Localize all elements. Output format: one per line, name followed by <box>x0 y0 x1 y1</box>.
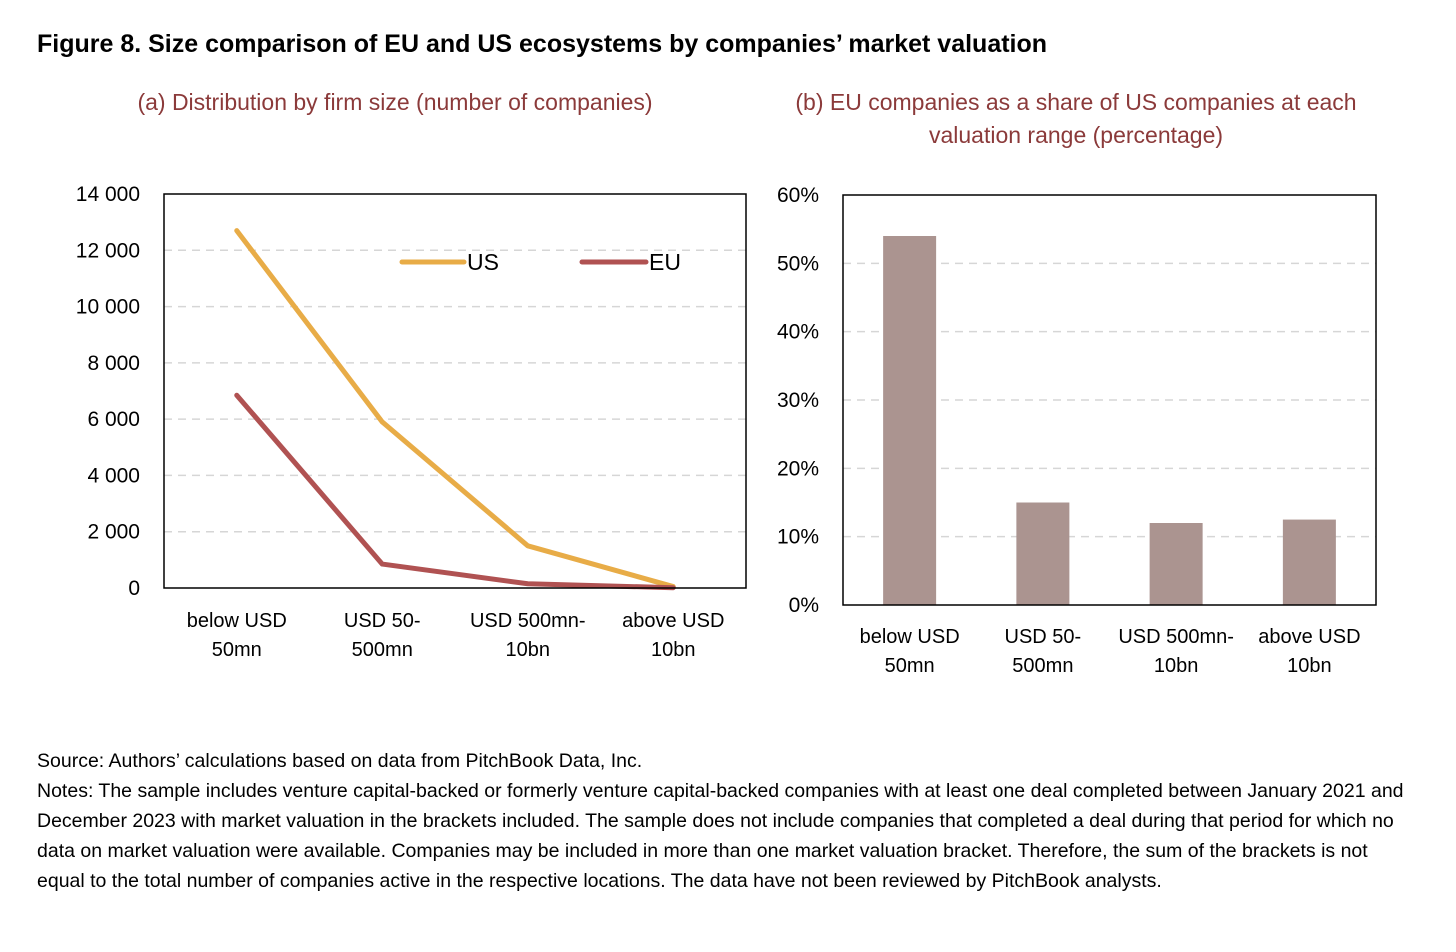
chart-b-bar <box>1016 502 1070 605</box>
chart-a-ytick-label: 2 000 <box>87 521 140 544</box>
chart-a-ytick-label: 14 000 <box>76 183 140 206</box>
chart-a-plot-frame <box>163 193 747 589</box>
chart-b-ytick-label: 10% <box>777 526 819 549</box>
chart-b-xtick-label: above USD <box>1258 626 1360 648</box>
source-note: Source: Authors’ calculations based on d… <box>37 750 643 772</box>
chart-b-xtick-label: 50mn <box>885 655 935 677</box>
chart-a-ytick-label: 6 000 <box>87 408 140 431</box>
chart-b-ytick-label: 40% <box>777 321 819 344</box>
chart-a-ytick-label: 0 <box>128 577 140 600</box>
chart-b-bar <box>1149 523 1203 605</box>
chart-a-ytick-label: 4 000 <box>87 464 140 487</box>
chart-a-xtick-label: USD 50- <box>344 610 421 632</box>
chart-a-legend-label-us: US <box>467 249 499 275</box>
chart-a-ytick-label: 12 000 <box>76 239 140 262</box>
chart-a-series-line-us <box>234 228 676 590</box>
chart-a-legend-label-eu: EU <box>649 249 681 275</box>
chart-b-ytick-label: 0% <box>789 594 819 617</box>
chart-a-xtick-label: 500mn <box>352 639 413 661</box>
chart-b-title-line-2: valuation range (percentage) <box>928 122 1224 148</box>
notes-text: Notes: The sample includes venture capit… <box>37 780 1404 892</box>
chart-b-title: (b) EU companies as a share of US compan… <box>770 86 1382 152</box>
chart-a-series-line-eu <box>234 392 676 591</box>
chart-b-xtick-label: below USD <box>860 626 960 648</box>
figure-title: Figure 8. Size comparison of EU and US e… <box>37 30 1048 58</box>
chart-b-xtick-label: 500mn <box>1012 655 1073 677</box>
chart-a-xtick-label: USD 500mn- <box>470 610 586 632</box>
chart-a-ytick-label: 10 000 <box>76 296 140 319</box>
chart-b-bar <box>883 236 937 605</box>
figure-notes: Source: Authors’ calculations based on d… <box>37 746 1412 896</box>
chart-b-ytick-label: 20% <box>777 457 819 480</box>
chart-b-plot-frame <box>842 194 1377 606</box>
chart-b-ytick-label: 50% <box>777 252 819 275</box>
chart-a-xtick-label: below USD <box>187 610 287 632</box>
chart-b-xtick-label: USD 50- <box>1005 626 1082 648</box>
chart-a-xtick-label: 50mn <box>212 639 262 661</box>
chart-a-title: (a) Distribution by firm size (number of… <box>137 89 653 115</box>
chart-a-xtick-label: 10bn <box>506 639 551 661</box>
chart-a-xtick-label: above USD <box>622 610 724 632</box>
chart-b-xtick-label: 10bn <box>1154 655 1199 677</box>
chart-a-xtick-label: 10bn <box>651 639 696 661</box>
chart-a-ytick-label: 8 000 <box>87 352 140 375</box>
chart-b-title-line-1: (b) EU companies as a share of US compan… <box>795 89 1357 115</box>
chart-b-xtick-label: USD 500mn- <box>1118 626 1234 648</box>
chart-b-bar <box>1282 519 1336 605</box>
chart-b-ytick-label: 60% <box>777 184 819 207</box>
chart-b-xtick-label: 10bn <box>1287 655 1332 677</box>
chart-b-ytick-label: 30% <box>777 389 819 412</box>
